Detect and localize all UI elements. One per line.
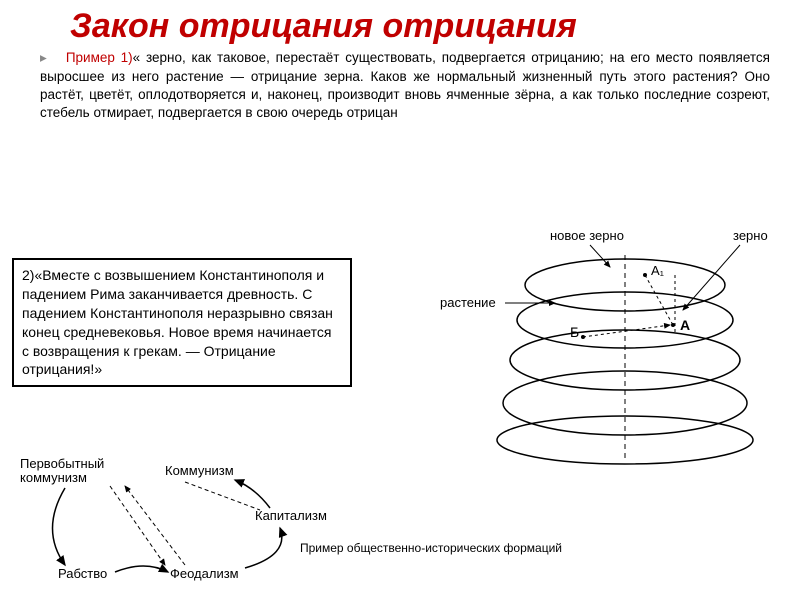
- node-cap: Капитализм: [255, 508, 327, 523]
- node-feud: Феодализм: [170, 566, 239, 581]
- spiral-diagram: новое зерно зерно растение А₁ А Б: [415, 225, 785, 465]
- label-seed: зерно: [733, 228, 768, 243]
- bullet-icon: ▸: [40, 49, 60, 67]
- example1-label: Пример 1): [66, 50, 133, 65]
- example1-block: ▸ Пример 1)« зерно, как таковое, переста…: [0, 49, 800, 122]
- label-b: Б: [570, 324, 579, 340]
- formations-caption: Пример общественно-исторических формаций: [300, 541, 562, 555]
- node-prim: Первобытный коммунизм: [20, 456, 108, 485]
- node-comm: Коммунизм: [165, 463, 234, 478]
- label-new-seed: новое зерно: [550, 228, 624, 243]
- example1-text: « зерно, как таковое, перестаёт существо…: [40, 50, 770, 120]
- label-a: А: [680, 317, 690, 333]
- label-plant: растение: [440, 295, 496, 310]
- formations-diagram: Первобытный коммунизм Коммунизм Капитали…: [10, 450, 360, 590]
- page-title: Закон отрицания отрицания: [0, 0, 800, 49]
- label-a1: А₁: [651, 263, 665, 278]
- example2-box: 2)«Вместе с возвышением Константинополя …: [12, 258, 352, 387]
- node-slav: Рабство: [58, 566, 107, 581]
